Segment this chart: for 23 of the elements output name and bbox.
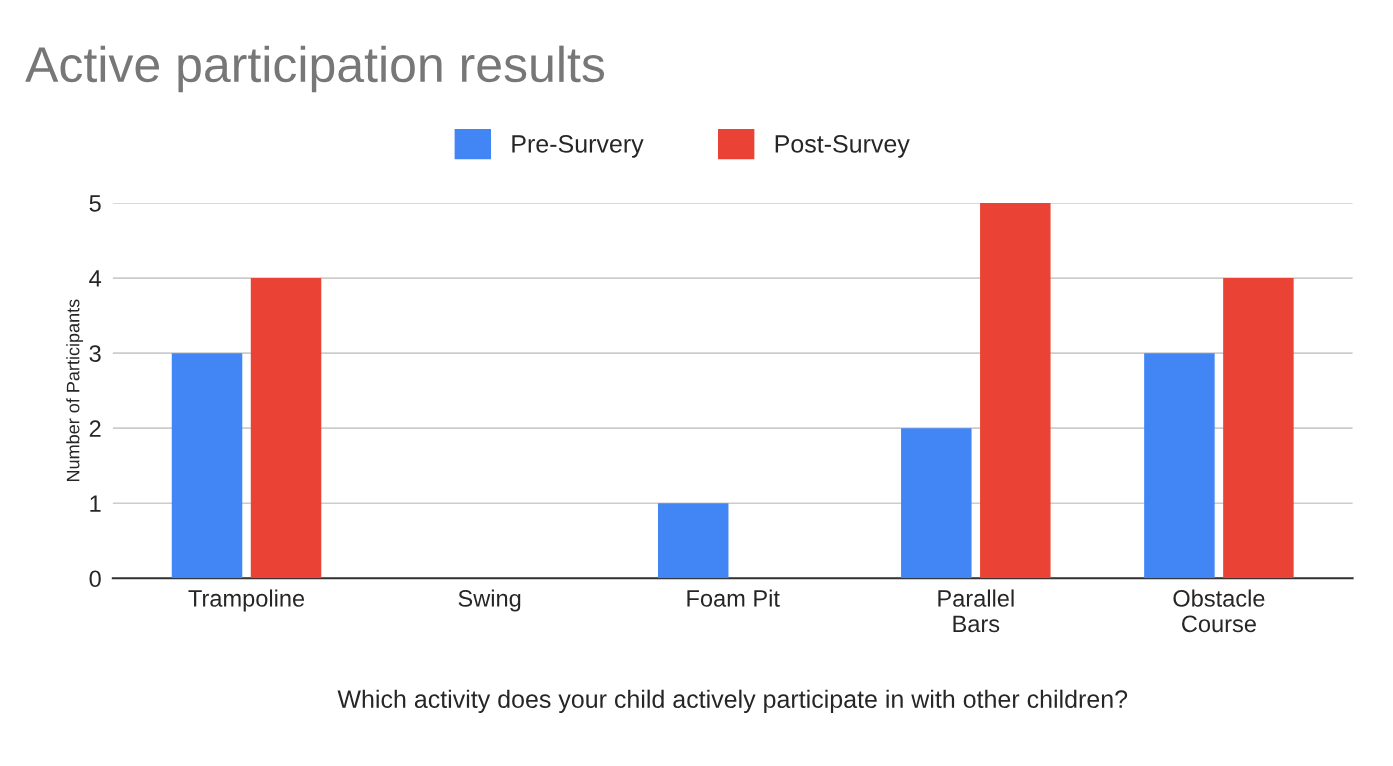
x-tick-label: Parallel Bars: [938, 589, 1014, 633]
x-tick-label: Trampoline: [188, 589, 305, 612]
y-tick-label: 2: [89, 420, 101, 437]
bar: [657, 503, 729, 579]
bar: [980, 202, 1051, 579]
legend-label: Post-Survey: [775, 135, 910, 158]
y-tick-label: 1: [90, 495, 101, 512]
x-tick-label: Obstacle Course: [1173, 589, 1265, 633]
bar: [901, 428, 972, 579]
x-tick-label: Foam Pit: [687, 589, 780, 607]
x-axis-title: Which activity does your child actively participate in with other children?: [337, 689, 1128, 713]
legend-label: Pre-Survery: [512, 135, 644, 158]
bar: [171, 353, 243, 579]
x-tick-label: Swing: [458, 589, 521, 612]
y-axis-title: Number of Participants: [66, 299, 84, 481]
y-tick-label: 5: [89, 195, 101, 212]
bar: [1144, 353, 1215, 579]
chart-title: Active participation results: [25, 45, 605, 93]
y-tick-label: 0: [89, 570, 101, 588]
bar: [250, 278, 322, 579]
y-tick-label: 3: [89, 345, 101, 362]
y-tick-label: 4: [89, 270, 102, 287]
bar: [1223, 278, 1294, 579]
